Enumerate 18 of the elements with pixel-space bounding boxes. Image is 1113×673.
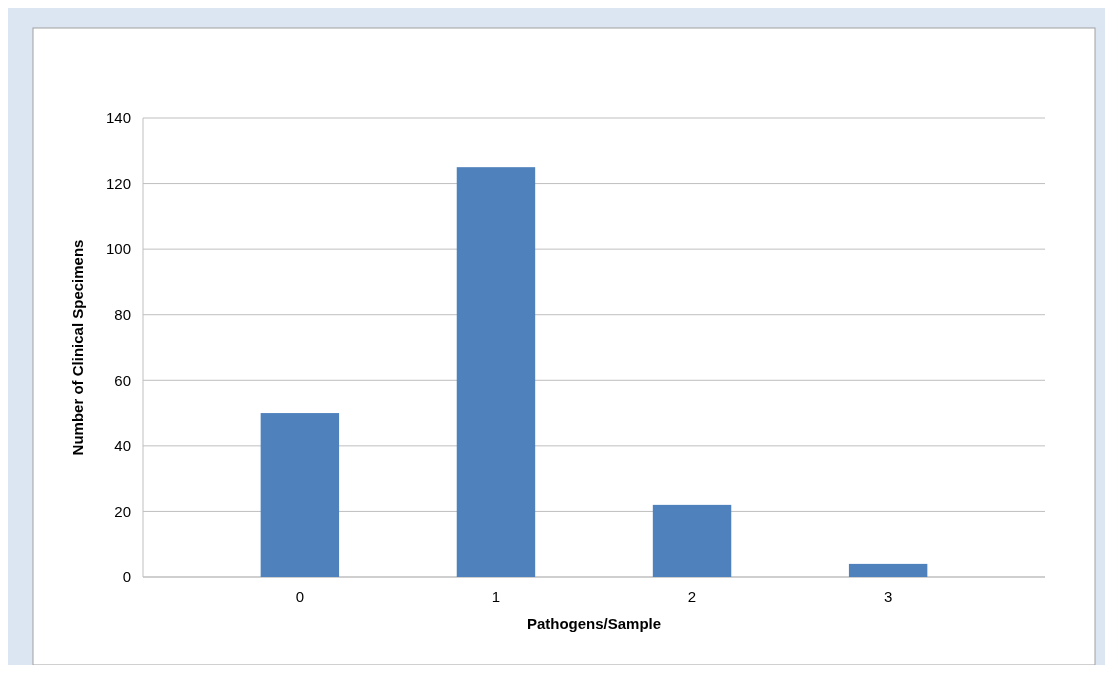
y-axis-title: Number of Clinical Specimens	[69, 239, 86, 456]
y-tick-label: 120	[105, 174, 131, 192]
y-tick-label: 80	[114, 305, 131, 323]
bar	[652, 504, 732, 577]
y-tick-label: 100	[105, 240, 131, 258]
bar	[848, 563, 928, 577]
x-tick-label: 2	[687, 588, 697, 605]
x-tick-label: 0	[295, 588, 305, 605]
y-tick-label: 20	[114, 502, 131, 520]
y-tick-label: 60	[114, 371, 131, 389]
y-tick-label: 0	[122, 568, 131, 586]
bar	[456, 167, 536, 577]
bar	[260, 413, 340, 577]
y-tick-label: 40	[114, 437, 131, 455]
y-tick-label: 140	[105, 109, 131, 127]
x-tick-label: 1	[491, 588, 501, 605]
x-tick-label: 3	[883, 588, 893, 605]
x-axis-title: Pathogens/Sample	[526, 615, 662, 632]
